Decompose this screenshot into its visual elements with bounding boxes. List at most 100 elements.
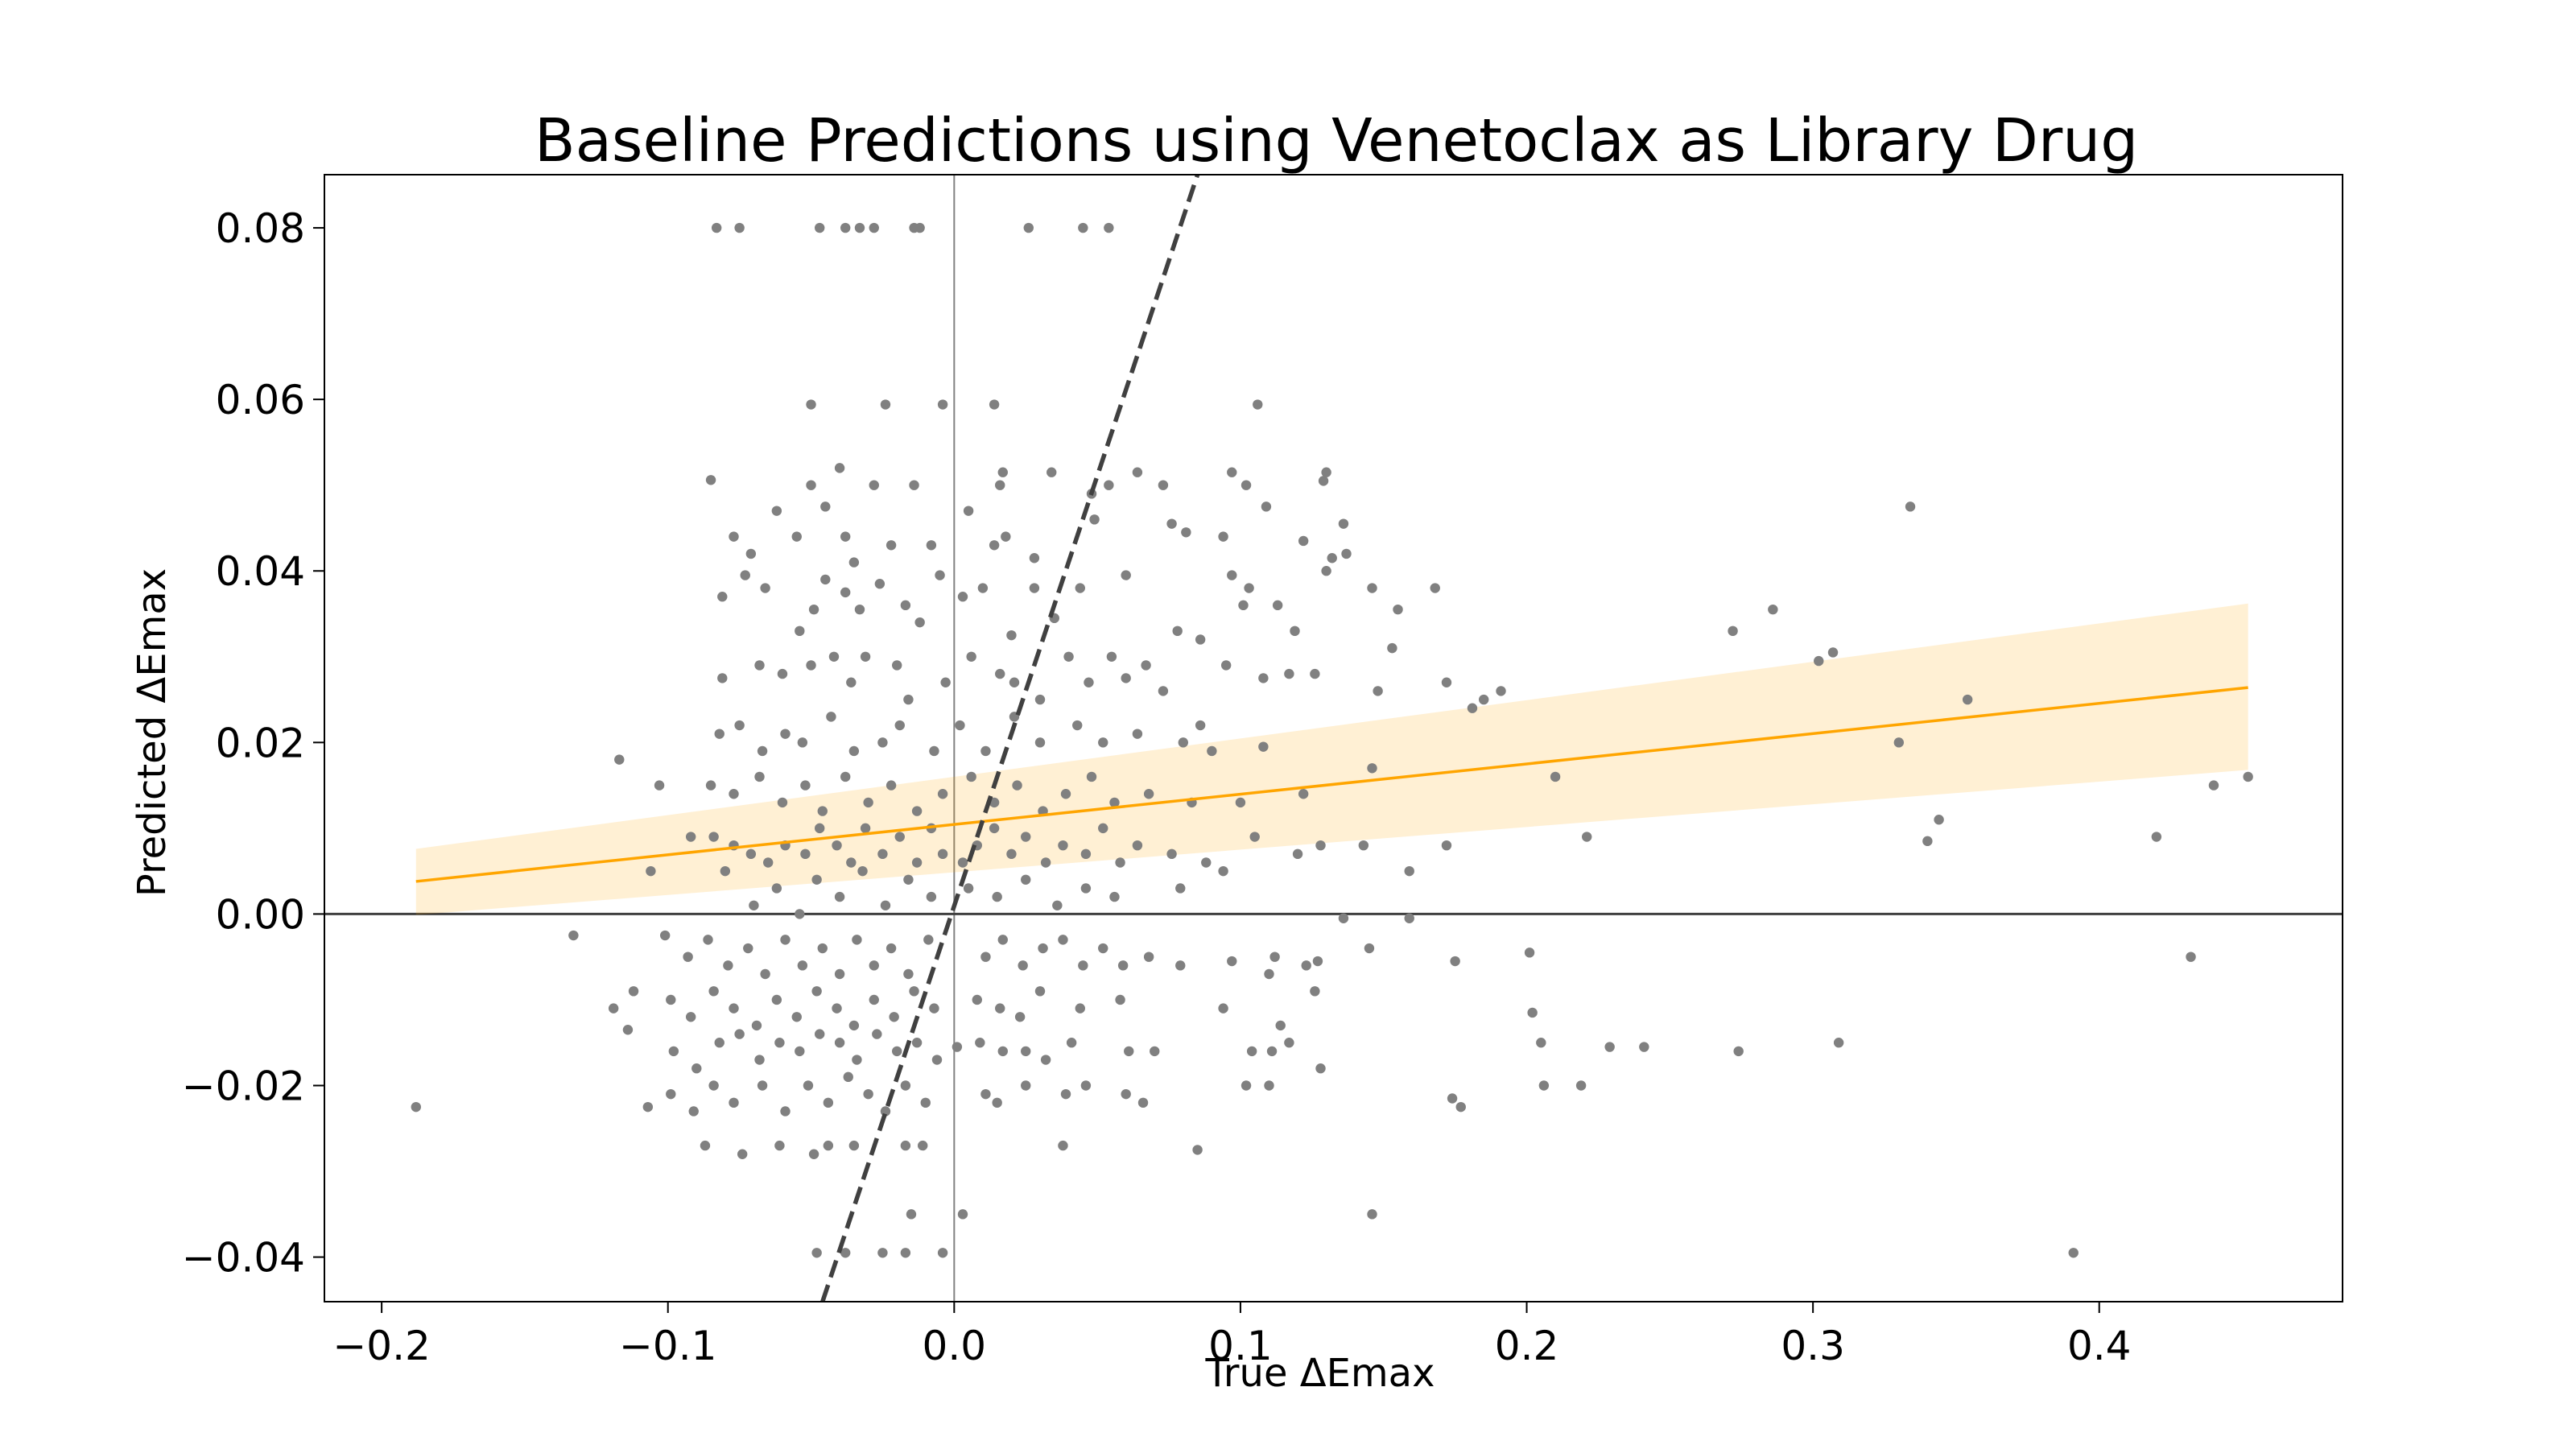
data-point (1604, 1042, 1615, 1052)
data-point (900, 1080, 911, 1091)
data-point (820, 574, 831, 585)
x-tick-label: 0.1 (1208, 1323, 1273, 1369)
data-point (1021, 874, 1031, 885)
plot-inner (324, 175, 2343, 1302)
data-point (1075, 583, 1085, 593)
data-point (1905, 502, 1916, 512)
data-point (1496, 686, 1506, 696)
data-point (1086, 771, 1097, 782)
data-point (852, 1055, 862, 1065)
data-point (937, 399, 948, 410)
data-point (992, 891, 1002, 902)
data-point (2068, 1248, 2079, 1258)
data-point (900, 1248, 911, 1258)
x-axis: −0.2 −0.1 0.0 0.1 0.2 0.3 0.4 (332, 1302, 2132, 1369)
data-point (1121, 570, 1131, 580)
data-point (774, 1038, 785, 1048)
data-point (900, 600, 911, 611)
data-point (1001, 531, 1011, 542)
data-point (863, 1088, 873, 1100)
data-point (980, 745, 991, 757)
x-tick-label: 0.3 (1781, 1323, 1845, 1369)
data-point (817, 806, 828, 816)
data-point (1315, 840, 1326, 851)
data-point (642, 1101, 654, 1113)
data-point (1029, 583, 1040, 593)
data-point (1166, 848, 1177, 860)
data-point (666, 994, 676, 1005)
data-point (1404, 865, 1414, 877)
data-point (1922, 836, 1933, 847)
data-point (857, 865, 868, 877)
data-point (823, 1140, 834, 1151)
data-point (1218, 865, 1228, 877)
data-point (923, 935, 934, 945)
data-point (1218, 1003, 1228, 1013)
y-tick-label: −0.04 (182, 1235, 305, 1282)
data-point (729, 1097, 739, 1108)
data-point (1150, 1046, 1160, 1057)
data-point (854, 222, 865, 233)
data-point (1104, 222, 1114, 233)
data-point (743, 943, 753, 954)
data-point (1029, 553, 1040, 564)
x-tick-label: 0.0 (923, 1323, 987, 1369)
data-point (989, 540, 1000, 551)
data-point (797, 737, 808, 748)
data-point (771, 506, 782, 516)
data-point (972, 994, 982, 1005)
data-point (2243, 771, 2253, 782)
data-point (703, 935, 713, 945)
data-point (1290, 625, 1300, 637)
data-point (666, 1088, 676, 1100)
data-point (1078, 222, 1088, 233)
regression-line (415, 686, 2248, 883)
data-point (935, 570, 945, 580)
y-tick-label: 0.04 (216, 548, 305, 595)
data-point (1893, 737, 1905, 748)
data-point (911, 1038, 923, 1048)
y-tick-label: 0.00 (216, 891, 305, 938)
data-point (2186, 952, 2196, 962)
data-point (2208, 780, 2219, 791)
data-point (754, 1055, 765, 1065)
data-point (806, 399, 816, 410)
data-point (1034, 694, 1046, 705)
data-point (1310, 668, 1320, 679)
data-point (729, 531, 739, 542)
data-point (886, 540, 897, 551)
data-point (740, 570, 750, 580)
data-point (777, 797, 788, 808)
data-point (760, 968, 770, 980)
x-axis-label: True ΔEmax (1205, 1351, 1435, 1396)
data-point (880, 399, 891, 410)
data-point (1098, 823, 1108, 834)
data-point (1178, 737, 1189, 748)
data-point (918, 1140, 928, 1151)
data-point (848, 1020, 860, 1031)
data-point (1106, 651, 1117, 662)
data-point (989, 399, 1000, 410)
data-point (911, 806, 923, 816)
data-point (1075, 1003, 1085, 1013)
data-point (937, 848, 948, 860)
y-axis: −0.04 −0.02 0.00 0.02 0.04 0.06 0.08 (182, 205, 324, 1282)
data-point (708, 832, 719, 842)
data-point (1034, 986, 1046, 997)
data-point (903, 694, 914, 705)
data-point (1478, 694, 1489, 705)
y-axis-label: Predicted ΔEmax (130, 568, 175, 897)
data-point (1814, 655, 1824, 667)
data-point (992, 1097, 1002, 1108)
data-point (903, 968, 914, 980)
data-point (914, 222, 925, 233)
data-point (1962, 694, 1973, 705)
data-point (826, 712, 836, 722)
data-point (1060, 789, 1071, 799)
data-point (997, 1046, 1008, 1057)
data-point (749, 900, 759, 910)
data-point (1269, 952, 1280, 962)
data-point (989, 797, 1000, 808)
data-point (803, 1080, 814, 1091)
data-point (720, 865, 731, 877)
